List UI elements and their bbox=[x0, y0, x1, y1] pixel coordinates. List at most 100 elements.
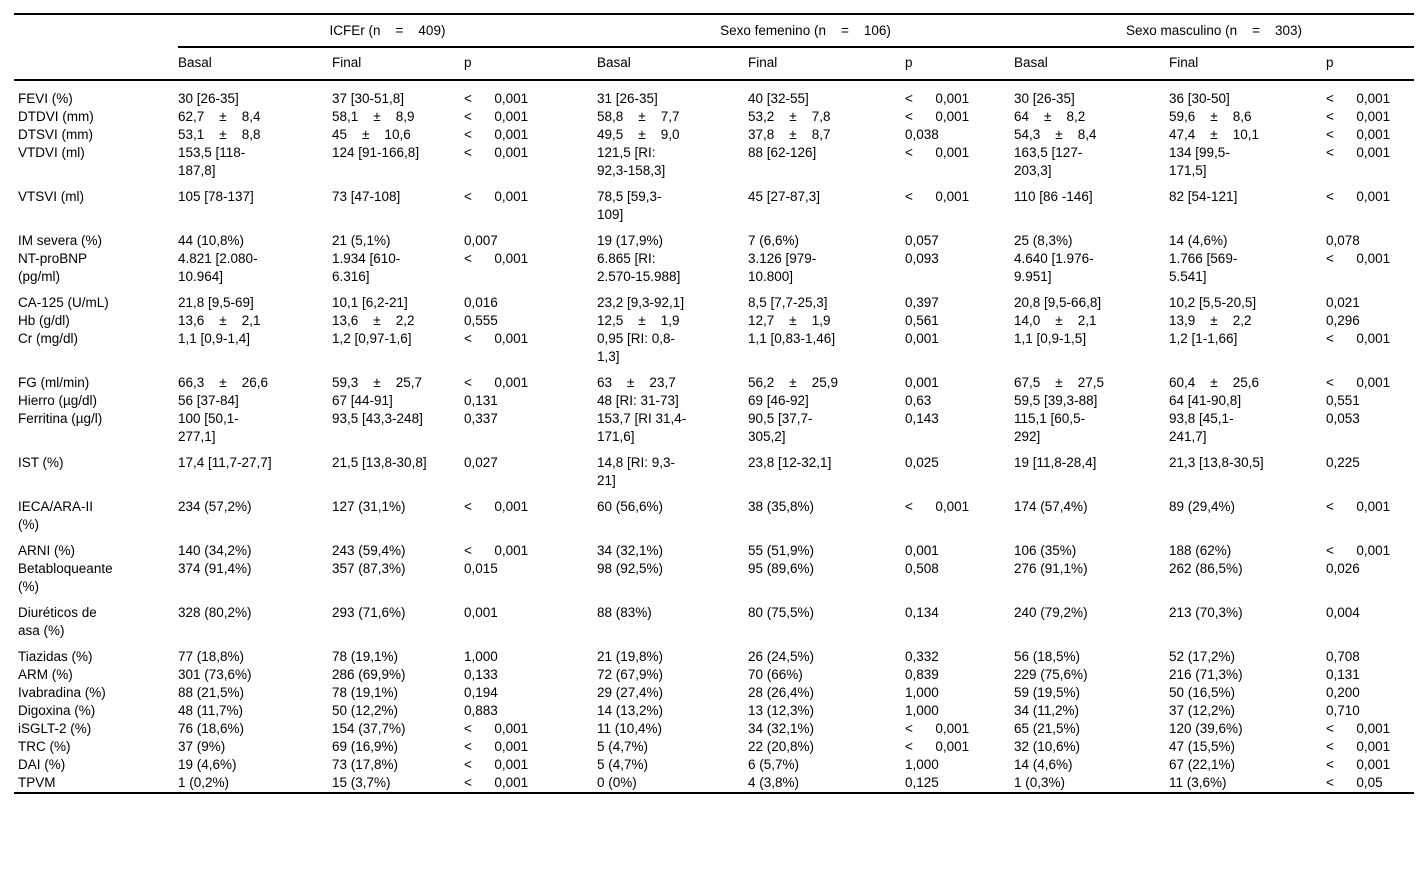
cell-basal: 78,5 [59,3- 109] bbox=[597, 189, 662, 222]
cell-p: 0,001 bbox=[464, 605, 498, 620]
row-label: FG (ml/min) bbox=[18, 375, 90, 390]
cell-final: 78 (19,1%) bbox=[332, 649, 399, 664]
cell-p: 0,134 bbox=[905, 605, 939, 620]
row-label: IM severa (%) bbox=[18, 233, 103, 248]
corner-cell bbox=[14, 47, 178, 81]
cell-final: 7 (6,6%) bbox=[748, 233, 800, 248]
cell-basal: 67,5 ± 27,5 bbox=[1014, 375, 1104, 390]
cell-basal: 54,3 ± 8,4 bbox=[1014, 127, 1097, 142]
cell-p: 0,200 bbox=[1326, 685, 1360, 700]
table-row: VTSVI (ml) 105 [78-137] 73 [47-108] < 0,001… bbox=[14, 188, 1414, 232]
row-label: Tiazidas (%) bbox=[18, 649, 93, 664]
table-row: IM severa (%) 44 (10,8%) 21 (5,1%) 0,007 19 … bbox=[14, 232, 1414, 250]
cell-basal: 105 [78-137] bbox=[178, 189, 254, 204]
table-row: FEVI (%) 30 [26-35] 37 [30-51,8] < 0,001 31 … bbox=[14, 80, 1414, 108]
cell-final: 69 [46-92] bbox=[748, 393, 809, 408]
table-row: Hierro (µg/dl) 56 [37-84] 67 [44-91] 0,131 4… bbox=[14, 392, 1414, 410]
cell-p: < 0,001 bbox=[464, 331, 529, 346]
cell-basal: 56 (18,5%) bbox=[1014, 649, 1081, 664]
cell-p: 0,093 bbox=[905, 251, 939, 266]
cell-basal: 49,5 ± 9,0 bbox=[597, 127, 680, 142]
cell-final: 59,6 ± 8,6 bbox=[1169, 109, 1252, 124]
cell-basal: 1,1 [0,9-1,4] bbox=[178, 331, 251, 346]
cell-basal: 110 [86 -146] bbox=[1014, 189, 1093, 204]
cell-p: 0,027 bbox=[464, 455, 498, 470]
cell-p: < 0,001 bbox=[905, 91, 970, 106]
cell-final: 14 (4,6%) bbox=[1169, 233, 1228, 248]
cell-final: 47 (15,5%) bbox=[1169, 739, 1236, 754]
subheader-row: Basal Final p Basal Final p Basal Final … bbox=[14, 47, 1415, 81]
cell-final: 55 (51,9%) bbox=[748, 543, 815, 558]
row-label: iSGLT-2 (%) bbox=[18, 721, 92, 736]
cell-final: 13,6 ± 2,2 bbox=[332, 313, 415, 328]
cell-final: 134 [99,5- 171,5] bbox=[1169, 145, 1230, 178]
row-label: DTDVI (mm) bbox=[18, 109, 94, 124]
cell-p: 0,131 bbox=[1326, 667, 1360, 682]
cell-p: 0,026 bbox=[1326, 561, 1360, 576]
row-label: Cr (mg/dl) bbox=[18, 331, 78, 346]
cell-basal: 121,5 [RI: 92,3-158,3] bbox=[597, 145, 666, 178]
cell-p: < 0,001 bbox=[464, 739, 529, 754]
cell-final: 3.126 [979- 10.800] bbox=[748, 251, 817, 284]
cell-basal: 23,2 [9,3-92,1] bbox=[597, 295, 685, 310]
cell-final: 4 (3,8%) bbox=[748, 775, 800, 790]
cell-final: 73 (17,8%) bbox=[332, 757, 399, 772]
table-row: TPVM 1 (0,2%) 15 (3,7%) < 0,001 0 (0%) 4 (3,8… bbox=[14, 774, 1414, 793]
row-label: Hb (g/dl) bbox=[18, 313, 70, 328]
cell-final: 78 (19,1%) bbox=[332, 685, 399, 700]
row-label: VTDVI (ml) bbox=[18, 145, 85, 160]
column-header-final: Final bbox=[332, 47, 464, 81]
cell-final: 293 (71,6%) bbox=[332, 605, 406, 620]
row-label: VTSVI (ml) bbox=[18, 189, 84, 204]
table-row: Digoxina (%) 48 (11,7%) 50 (12,2%) 0,883 14 … bbox=[14, 702, 1414, 720]
cell-p: < 0,001 bbox=[1326, 331, 1391, 346]
row-label: IECA/ARA-II (%) bbox=[18, 499, 94, 532]
table-row: Cr (mg/dl) 1,1 [0,9-1,4] 1,2 [0,97-1,6] < 0… bbox=[14, 330, 1414, 374]
cell-basal: 14,8 [RI: 9,3- 21] bbox=[597, 455, 676, 488]
cell-basal: 19 [11,8-28,4] bbox=[1014, 455, 1097, 470]
cell-p: < 0,001 bbox=[464, 721, 529, 736]
cell-final: 26 (24,5%) bbox=[748, 649, 815, 664]
cell-basal: 14 (4,6%) bbox=[1014, 757, 1073, 772]
cell-final: 50 (12,2%) bbox=[332, 703, 399, 718]
column-header-basal: Basal bbox=[597, 47, 748, 81]
cell-p: 0,337 bbox=[464, 411, 498, 426]
cell-basal: 115,1 [60,5- 292] bbox=[1014, 411, 1086, 444]
table-row: FG (ml/min) 66,3 ± 26,6 59,3 ± 25,7 < 0,001… bbox=[14, 374, 1414, 392]
cell-p: < 0,001 bbox=[1326, 739, 1391, 754]
page: ICFEr (n = 409) Sexo femenino (n = 106) … bbox=[14, 13, 1415, 794]
group-header-icfer: ICFEr (n = 409) bbox=[178, 14, 597, 48]
cell-final: 90,5 [37,7- 305,2] bbox=[748, 411, 813, 444]
cell-final: 69 (16,9%) bbox=[332, 739, 399, 754]
cell-p: < 0,001 bbox=[1326, 721, 1391, 736]
cell-final: 36 [30-50] bbox=[1169, 91, 1230, 106]
cell-p: 0,555 bbox=[464, 313, 498, 328]
cell-final: 10,1 [6,2-21] bbox=[332, 295, 408, 310]
cell-basal: 106 (35%) bbox=[1014, 543, 1077, 558]
table-row: DAI (%) 19 (4,6%) 73 (17,8%) < 0,001 5 (4,7%… bbox=[14, 756, 1414, 774]
cell-final: 82 [54-121] bbox=[1169, 189, 1238, 204]
cell-basal: 25 (8,3%) bbox=[1014, 233, 1073, 248]
cell-p: 0,131 bbox=[464, 393, 498, 408]
cell-final: 47,4 ± 10,1 bbox=[1169, 127, 1259, 142]
cell-p: < 0,001 bbox=[1326, 127, 1391, 142]
cell-p: 0,225 bbox=[1326, 455, 1360, 470]
cell-basal: 44 (10,8%) bbox=[178, 233, 245, 248]
row-label: Diuréticos de asa (%) bbox=[18, 605, 97, 638]
cell-final: 52 (17,2%) bbox=[1169, 649, 1236, 664]
cell-basal: 19 (17,9%) bbox=[597, 233, 664, 248]
cell-final: 21 (5,1%) bbox=[332, 233, 391, 248]
cell-final: 23,8 [12-32,1] bbox=[748, 455, 832, 470]
row-label: TPVM bbox=[18, 775, 56, 790]
cell-p: 0,021 bbox=[1326, 295, 1360, 310]
cell-basal: 77 (18,8%) bbox=[178, 649, 245, 664]
cell-basal: 11 (10,4%) bbox=[597, 721, 663, 736]
cell-p: < 0,001 bbox=[464, 775, 529, 790]
cell-final: 286 (69,9%) bbox=[332, 667, 406, 682]
cell-p: 0,63 bbox=[905, 393, 932, 408]
cell-p: 0,001 bbox=[905, 543, 939, 558]
cell-final: 21,3 [13,8-30,5] bbox=[1169, 455, 1264, 470]
cell-p: 0,883 bbox=[464, 703, 498, 718]
cell-p: < 0,001 bbox=[905, 739, 970, 754]
cell-basal: 14,0 ± 2,1 bbox=[1014, 313, 1097, 328]
